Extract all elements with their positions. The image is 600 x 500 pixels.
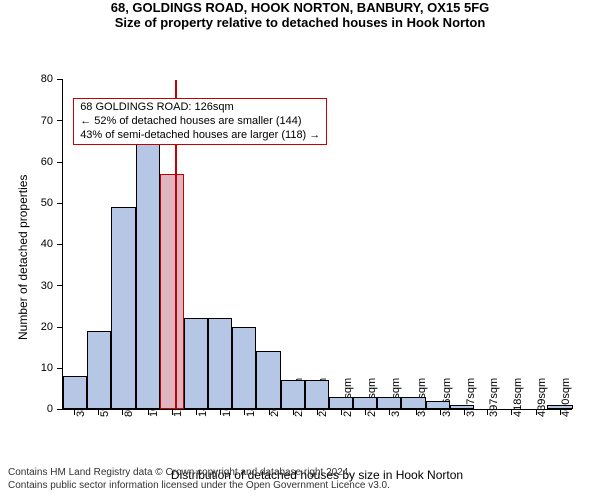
y-tick-label: 70 [41,115,53,127]
chart-title: 68, GOLDINGS ROAD, HOOK NORTON, BANBURY,… [0,0,600,15]
y-tick-label: 10 [41,362,53,374]
y-tick-label: 50 [41,197,53,209]
footer-line-2: Contains public sector information licen… [8,480,592,493]
x-tick-label: 418sqm [512,378,524,417]
x-tick-label: 460sqm [560,378,572,417]
histogram-bar [401,397,425,409]
y-tick-label: 40 [41,238,53,250]
histogram-bar [63,376,87,409]
histogram-bar [256,351,280,409]
annotation-line: 68 GOLDINGS ROAD: 126sqm [80,101,320,115]
histogram-bar [305,380,329,409]
histogram-bar [547,405,573,409]
histogram-bar [208,318,232,409]
x-tick-label: 377sqm [465,378,477,417]
y-tick-label: 80 [41,73,53,85]
histogram-bar [87,331,111,409]
chart-container: 68, GOLDINGS ROAD, HOOK NORTON, BANBURY,… [0,0,600,500]
y-tick-label: 20 [41,321,53,333]
histogram-bar [353,397,377,409]
histogram-bar [426,401,450,409]
y-tick-label: 0 [47,403,53,415]
histogram-bar [136,133,160,409]
histogram-bar [232,327,256,410]
footer-line-1: Contains HM Land Registry data © Crown c… [8,467,592,480]
histogram-bar [184,318,208,409]
x-tick-label: 397sqm [488,378,500,417]
x-tick-label: 439sqm [536,378,548,417]
annotation-box: 68 GOLDINGS ROAD: 126sqm← 52% of detache… [73,98,327,145]
footer-attribution: Contains HM Land Registry data © Crown c… [0,463,600,496]
histogram-bar [450,405,474,409]
y-axis-label: Number of detached properties [16,175,30,340]
histogram-bar [377,397,401,409]
chart-subtitle: Size of property relative to detached ho… [0,15,600,30]
plot-area: 0102030405060708038sqm59sqm80sqm102sqm12… [62,80,572,410]
histogram-bar [111,207,135,409]
histogram-bar [281,380,305,409]
y-tick-label: 60 [41,156,53,168]
x-tick-label: 356sqm [441,378,453,417]
annotation-line: 43% of semi-detached houses are larger (… [80,129,320,143]
histogram-bar-highlight [160,174,184,409]
y-tick-label: 30 [41,280,53,292]
histogram-bar [329,397,353,409]
annotation-line: ← 52% of detached houses are smaller (14… [80,115,320,129]
